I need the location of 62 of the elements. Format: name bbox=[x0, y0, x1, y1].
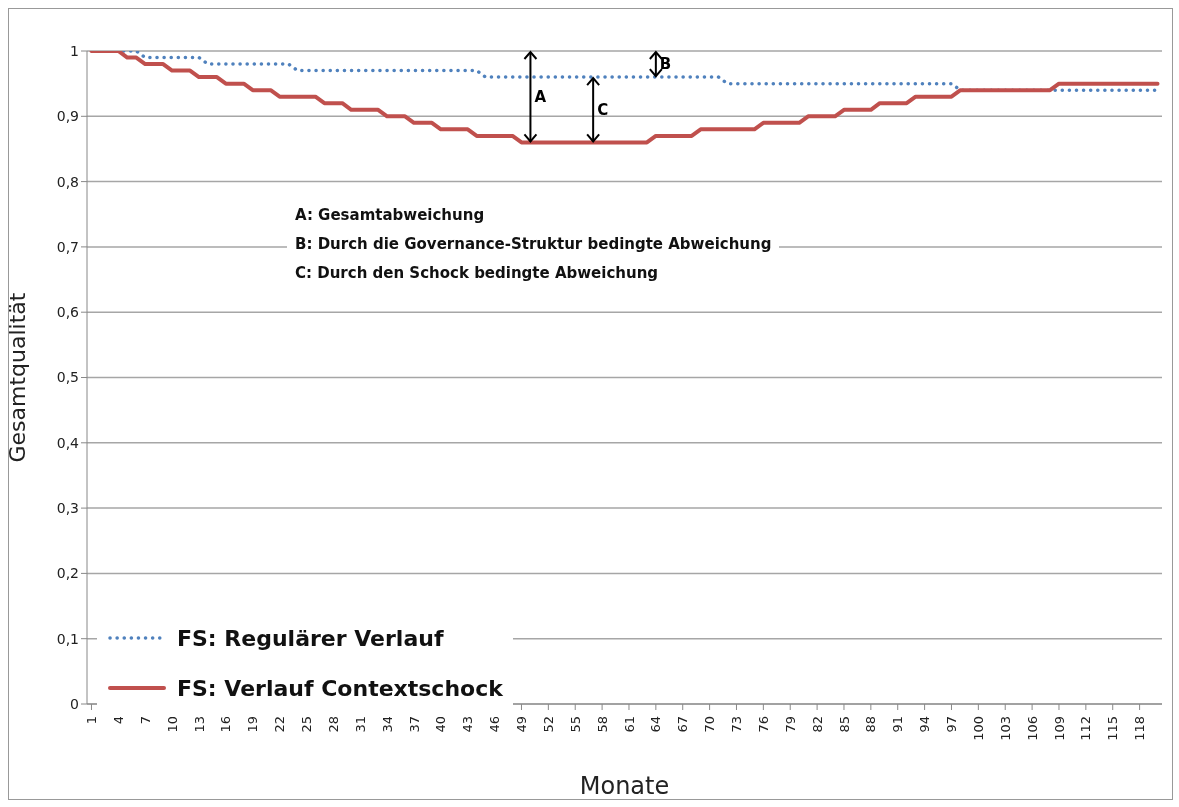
x-tick-label: 52 bbox=[540, 716, 556, 733]
x-axis-title: Monate bbox=[579, 772, 670, 800]
annotation: A bbox=[534, 87, 547, 106]
x-tick-label: 28 bbox=[325, 716, 341, 733]
y-tick-label: 0,8 bbox=[56, 173, 79, 190]
annotation: C: Durch den Schock bedingte Abweichung bbox=[295, 262, 660, 284]
x-tick-label: 118 bbox=[1132, 716, 1148, 741]
x-tick-label: 91 bbox=[890, 716, 906, 733]
y-tick-label: 0,2 bbox=[56, 565, 79, 582]
legend-label: FS: Verlauf Contextschock bbox=[177, 675, 503, 701]
x-tick-label: 103 bbox=[997, 716, 1013, 741]
y-tick-label: 0 bbox=[70, 695, 79, 712]
x-tick-label: 25 bbox=[299, 716, 315, 733]
annotation: B: Durch die Governance-Struktur bedingte Abweichung bbox=[295, 233, 772, 255]
x-tick-label: 22 bbox=[272, 716, 288, 733]
x-tick-label: 55 bbox=[567, 716, 583, 733]
x-tick-label: 97 bbox=[944, 716, 960, 733]
y-tick-label: 0,9 bbox=[56, 108, 79, 125]
x-tick-label: 85 bbox=[836, 716, 852, 733]
annotation: C bbox=[597, 101, 609, 120]
annotation: A: Gesamtabweichung bbox=[295, 204, 486, 226]
x-tick-label: 109 bbox=[1051, 716, 1067, 741]
y-tick-label: 0,6 bbox=[56, 304, 80, 321]
x-tick-label: 19 bbox=[245, 716, 261, 733]
x-tick-label: 49 bbox=[514, 716, 530, 733]
x-tick-label: 13 bbox=[191, 716, 207, 733]
y-axis-title: Gesamtqualität bbox=[4, 292, 30, 463]
x-tick-label: 31 bbox=[352, 716, 368, 733]
y-tick-label: 0,1 bbox=[56, 630, 79, 647]
line-series bbox=[89, 51, 1160, 145]
x-tick-label: 76 bbox=[755, 716, 771, 733]
x-tick-label: 4 bbox=[110, 716, 126, 725]
x-tick-label: 46 bbox=[487, 716, 503, 733]
x-tick-label: 58 bbox=[594, 716, 610, 733]
x-tick-label: 61 bbox=[621, 716, 637, 733]
x-tick-label: 82 bbox=[809, 716, 825, 733]
x-tick-label: 16 bbox=[218, 716, 234, 733]
y-tick-label: 0,5 bbox=[56, 369, 79, 386]
x-tick-label: 94 bbox=[917, 716, 933, 733]
x-tick-label: 40 bbox=[433, 716, 449, 733]
x-tick-label: 70 bbox=[702, 716, 718, 733]
x-tick-label: 115 bbox=[1105, 716, 1121, 741]
x-tick-label: 67 bbox=[675, 716, 691, 733]
x-tick-label: 112 bbox=[1078, 716, 1094, 741]
x-tick-label: 43 bbox=[460, 716, 476, 733]
x-tick-label: 64 bbox=[648, 716, 664, 733]
x-tick-label: 7 bbox=[137, 716, 153, 725]
x-tick-label: 34 bbox=[379, 716, 395, 733]
x-tick-label: 100 bbox=[970, 716, 986, 741]
x-tick-label: 73 bbox=[729, 716, 745, 733]
x-tick-label: 37 bbox=[406, 716, 422, 733]
x-tick-label: 88 bbox=[863, 716, 879, 733]
x-tick-label: 106 bbox=[1024, 716, 1040, 741]
legend-label: FS: Regulärer Verlauf bbox=[177, 625, 444, 651]
y-tick-label: 1 bbox=[70, 42, 79, 59]
y-tick-label: 0,7 bbox=[56, 238, 79, 255]
x-tick-label: 10 bbox=[164, 716, 180, 733]
annotation: B bbox=[659, 55, 672, 74]
x-tick-label: 79 bbox=[782, 716, 798, 733]
x-tick-label: 1 bbox=[84, 716, 100, 725]
y-tick-label: 0,4 bbox=[56, 434, 80, 451]
y-tick-label: 0,3 bbox=[56, 500, 79, 517]
